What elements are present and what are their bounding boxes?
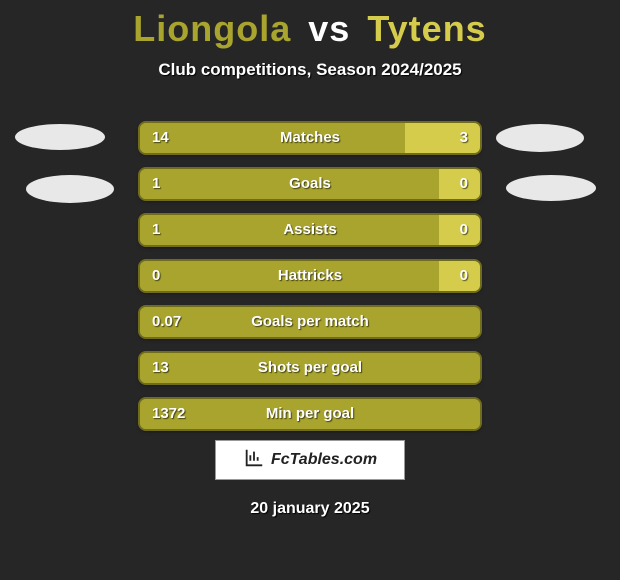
stat-label: Shots per goal [140,353,480,383]
stat-label: Assists [140,215,480,245]
stat-label: Hattricks [140,261,480,291]
stat-label: Goals [140,169,480,199]
avatar-placeholder-2 [496,124,584,152]
vs-text: vs [308,8,350,49]
value-right: 3 [460,123,468,153]
subtitle: Club competitions, Season 2024/2025 [0,60,620,80]
value-right: 0 [460,169,468,199]
stat-label: Matches [140,123,480,153]
player2-name: Tytens [367,8,486,49]
stat-row-goals-per-match: 0.07Goals per match [140,307,480,337]
stat-row-shots-per-goal: 13Shots per goal [140,353,480,383]
stat-row-goals: 1Goals0 [140,169,480,199]
stat-row-assists: 1Assists0 [140,215,480,245]
stat-row-matches: 14Matches3 [140,123,480,153]
avatar-placeholder-0 [15,124,105,150]
stat-label: Goals per match [140,307,480,337]
logo-text: FcTables.com [271,451,377,469]
chart-icon [243,447,265,474]
stat-label: Min per goal [140,399,480,429]
source-logo: FcTables.com [215,440,405,480]
player1-name: Liongola [133,8,291,49]
value-right: 0 [460,261,468,291]
stat-row-hattricks: 0Hattricks0 [140,261,480,291]
date-label: 20 january 2025 [0,500,620,518]
stat-row-min-per-goal: 1372Min per goal [140,399,480,429]
value-right: 0 [460,215,468,245]
avatar-placeholder-1 [26,175,114,203]
comparison-title: Liongola vs Tytens [0,0,620,50]
avatar-placeholder-3 [506,175,596,201]
stats-container: 14Matches31Goals01Assists00Hattricks00.0… [140,123,480,445]
